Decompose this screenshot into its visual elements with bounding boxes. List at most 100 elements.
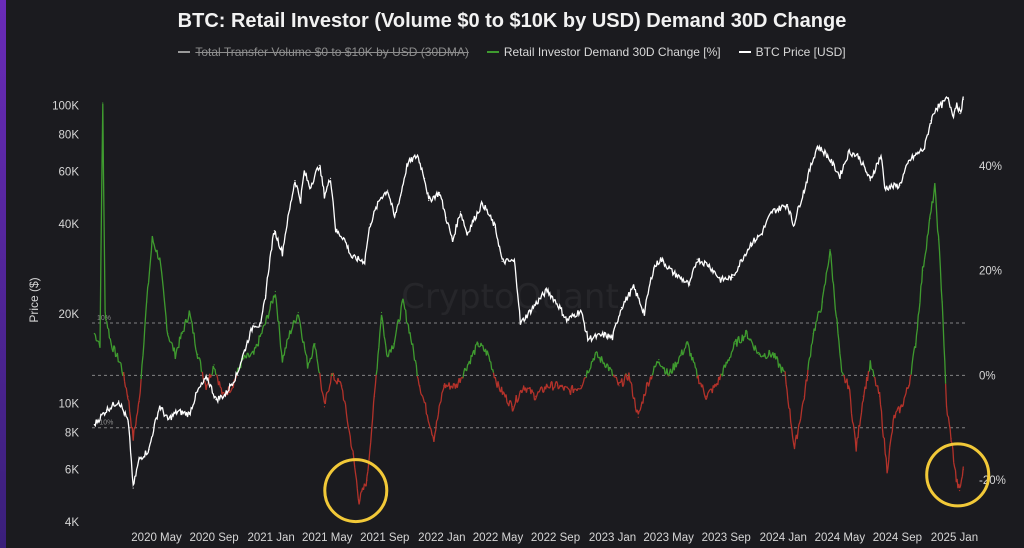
btc-price-point bbox=[707, 264, 710, 266]
demand-point bbox=[715, 385, 717, 387]
btc-price-point bbox=[236, 373, 238, 376]
demand-point bbox=[628, 374, 630, 376]
demand-point bbox=[674, 364, 676, 366]
demand-point bbox=[213, 364, 215, 366]
demand-point bbox=[253, 353, 255, 355]
demand-point bbox=[174, 353, 176, 355]
annotation-circle bbox=[925, 442, 991, 508]
x-tick-label: 2022 May bbox=[473, 532, 524, 544]
btc-price-point bbox=[260, 325, 262, 327]
x-tick-label: 2023 May bbox=[643, 532, 694, 544]
btc-price-point bbox=[253, 323, 255, 325]
x-tick-label: 2023 Jan bbox=[589, 532, 636, 544]
demand-point bbox=[127, 395, 129, 397]
demand-point bbox=[393, 343, 395, 345]
btc-price-point bbox=[335, 230, 337, 232]
demand-point bbox=[159, 259, 161, 261]
demand-point bbox=[297, 311, 299, 314]
btc-price-point bbox=[148, 449, 150, 451]
btc-price-point bbox=[959, 112, 961, 115]
y-left-tick-label: 80K bbox=[59, 129, 80, 141]
demand-point bbox=[793, 448, 796, 450]
btc-price-point bbox=[839, 175, 841, 177]
y-axis-title: Price ($) bbox=[27, 277, 41, 322]
btc-price-point bbox=[880, 154, 882, 157]
legend-swatch bbox=[178, 51, 191, 53]
y-right-tick-label: 0% bbox=[979, 370, 996, 382]
demand-point bbox=[443, 385, 445, 387]
demand-point bbox=[274, 290, 276, 293]
btc-price-point bbox=[379, 197, 382, 199]
demand-line-negative bbox=[122, 369, 964, 505]
demand-point bbox=[836, 322, 838, 324]
y-left-tick-label: 60K bbox=[59, 167, 80, 179]
btc-price-point bbox=[309, 187, 311, 189]
btc-price-point bbox=[587, 338, 589, 340]
btc-price-point bbox=[899, 184, 901, 186]
btc-price-point bbox=[386, 189, 389, 191]
btc-price-point bbox=[546, 289, 548, 291]
demand-point bbox=[922, 269, 924, 272]
demand-point bbox=[534, 395, 536, 397]
btc-price-point bbox=[869, 179, 871, 182]
btc-price-point bbox=[603, 334, 606, 336]
btc-price-point bbox=[394, 217, 396, 219]
demand-point bbox=[99, 343, 101, 345]
demand-point bbox=[455, 385, 457, 387]
demand-point bbox=[330, 374, 333, 376]
btc-price-point bbox=[653, 267, 655, 269]
btc-price-point bbox=[289, 208, 291, 210]
btc-price-point bbox=[530, 309, 532, 312]
demand-point bbox=[264, 322, 267, 324]
x-axis-ticks: 2020 May 2020 Sep 2021 Jan 2021 May 2021 Sep… bbox=[131, 532, 978, 544]
btc-price-point bbox=[118, 400, 120, 402]
legend-label: Retail Investor Demand 30D Change [%] bbox=[503, 45, 721, 59]
demand-point bbox=[855, 448, 857, 450]
btc-price-point bbox=[299, 199, 302, 202]
btc-price-point bbox=[159, 405, 161, 407]
legend-item-total-transfer-volume[interactable]: Total Transfer Volume $0 to $10K by USD … bbox=[178, 45, 469, 59]
btc-price-point bbox=[138, 458, 140, 460]
y-left-tick-label: 100K bbox=[52, 101, 79, 113]
demand-point bbox=[181, 332, 183, 335]
demand-point bbox=[962, 469, 964, 471]
price-series bbox=[93, 95, 964, 489]
demand-point bbox=[841, 374, 843, 376]
btc-price-point bbox=[481, 202, 484, 204]
demand-point bbox=[314, 343, 316, 345]
btc-price-point bbox=[127, 420, 129, 423]
demand-point bbox=[869, 364, 871, 366]
btc-price-point bbox=[343, 237, 345, 239]
demand-point bbox=[646, 385, 648, 387]
demand-point bbox=[821, 301, 824, 303]
btc-price-point bbox=[857, 155, 860, 158]
btc-price-point bbox=[132, 487, 134, 489]
btc-price-point bbox=[816, 145, 819, 147]
y-left-tick-label: 40K bbox=[59, 219, 80, 231]
demand-point bbox=[937, 238, 940, 240]
x-tick-label: 2020 Sep bbox=[189, 532, 238, 544]
btc-price-point bbox=[946, 97, 949, 99]
demand-point bbox=[511, 406, 514, 408]
demand-point bbox=[146, 301, 148, 303]
demand-point bbox=[523, 385, 525, 387]
btc-price-point bbox=[848, 151, 850, 153]
reference-line-label: 10% bbox=[97, 315, 111, 322]
btc-price-point bbox=[494, 226, 496, 228]
demand-point bbox=[900, 406, 903, 408]
left-accent-bar bbox=[0, 0, 6, 548]
btc-price-point bbox=[580, 309, 582, 312]
demand-point bbox=[466, 364, 469, 366]
demand-point bbox=[568, 390, 571, 392]
btc-price-point bbox=[956, 102, 958, 104]
demand-point bbox=[307, 364, 309, 366]
x-tick-label: 2021 May bbox=[302, 532, 353, 544]
demand-point bbox=[281, 359, 283, 361]
legend-item-btc-price[interactable]: BTC Price [USD] bbox=[738, 45, 846, 59]
demand-point bbox=[772, 353, 774, 355]
x-tick-label: 2022 Jan bbox=[418, 532, 465, 544]
demand-point bbox=[323, 406, 326, 408]
btc-price-point bbox=[281, 252, 283, 254]
legend-item-retail-demand[interactable]: Retail Investor Demand 30D Change [%] bbox=[486, 45, 721, 59]
btc-price-point bbox=[294, 179, 296, 182]
